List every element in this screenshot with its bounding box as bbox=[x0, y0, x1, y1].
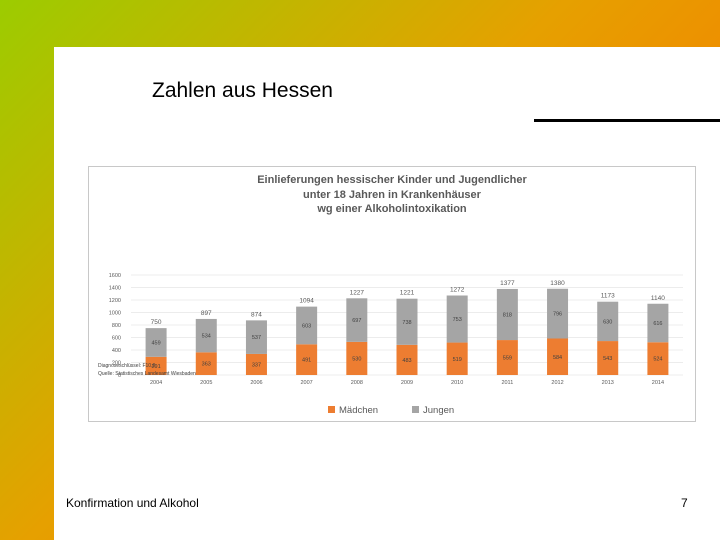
y-tick-label-1600: 1600 bbox=[109, 273, 121, 279]
bar-maedchen-2005 bbox=[195, 352, 217, 375]
legend-label-jungen: Jungen bbox=[423, 405, 454, 416]
bar-jungen-2005 bbox=[195, 318, 217, 353]
bar-jungen-2009 bbox=[396, 298, 418, 345]
total-label-2014: 1140 bbox=[651, 295, 665, 302]
chart-note-1: Diagnoseschlüssel: F10.0 bbox=[98, 363, 155, 369]
chart-title-line-1: Einlieferungen hessischer Kinder und Jug… bbox=[257, 174, 527, 186]
y-tick-label-600: 600 bbox=[112, 336, 121, 342]
data-label-maedchen-2004: 291 bbox=[151, 364, 160, 370]
chart-title-line-3: wg einer Alkoholintoxikation bbox=[316, 203, 467, 215]
x-tick-label-2005: 2005 bbox=[200, 380, 212, 386]
bar-jungen-2004 bbox=[145, 328, 167, 357]
y-tick-label-0: 0 bbox=[118, 373, 121, 379]
data-label-jungen-2011: 818 bbox=[503, 313, 512, 319]
data-label-maedchen-2014: 524 bbox=[653, 357, 662, 363]
stacked-bar-chart: Einlieferungen hessischer Kinder und Jug… bbox=[98, 174, 683, 416]
y-axis: 0 200 400 600 800 1000 1200 1400 1600 bbox=[109, 273, 121, 379]
x-tick-label-2014: 2014 bbox=[652, 380, 664, 386]
y-tick-label-1200: 1200 bbox=[109, 298, 121, 304]
y-tick-label-400: 400 bbox=[112, 348, 121, 354]
bar-maedchen-2010 bbox=[446, 342, 468, 375]
slide-title: Zahlen aus Hessen bbox=[152, 79, 333, 102]
x-tick-label-2013: 2013 bbox=[602, 380, 614, 386]
bar-jungen-2012 bbox=[547, 288, 569, 339]
x-tick-label-2004: 2004 bbox=[150, 380, 162, 386]
bar-jungen-2014 bbox=[647, 303, 669, 343]
slide: Zahlen aus Hessen Einlieferungen hessisc… bbox=[54, 47, 720, 540]
total-label-2006: 874 bbox=[251, 311, 262, 318]
y-tick-label-1000: 1000 bbox=[109, 311, 121, 317]
bar-maedchen-2008 bbox=[346, 341, 368, 375]
chart-title: Einlieferungen hessischer Kinder und Jug… bbox=[257, 174, 527, 215]
x-tick-label-2011: 2011 bbox=[501, 380, 513, 386]
chart-bars: 291 459 750 363 534 897 337 537 874 491 603 1094 530… bbox=[145, 280, 669, 375]
y-tick-label-800: 800 bbox=[112, 323, 121, 329]
total-label-2005: 897 bbox=[201, 310, 212, 317]
bar-maedchen-2013 bbox=[597, 341, 619, 375]
bar-maedchen-2004 bbox=[145, 356, 167, 375]
data-label-maedchen-2011: 559 bbox=[503, 356, 512, 362]
bar-maedchen-2012 bbox=[547, 338, 569, 375]
total-label-2010: 1272 bbox=[450, 287, 465, 294]
data-label-maedchen-2005: 363 bbox=[202, 362, 211, 368]
data-label-maedchen-2010: 519 bbox=[453, 357, 462, 363]
chart-notes: Diagnoseschlüssel: F10.0 Quelle: Statisti… bbox=[98, 363, 196, 377]
data-label-jungen-2010: 753 bbox=[453, 317, 462, 323]
data-label-jungen-2005: 534 bbox=[202, 334, 211, 340]
bar-maedchen-2009 bbox=[396, 344, 418, 375]
bar-maedchen-2007 bbox=[296, 344, 318, 375]
bar-maedchen-2011 bbox=[496, 340, 518, 375]
chart-legend: Mädchen Jungen bbox=[328, 405, 454, 416]
data-label-jungen-2008: 697 bbox=[352, 318, 361, 324]
total-label-2008: 1227 bbox=[350, 289, 365, 296]
y-tick-label-200: 200 bbox=[112, 361, 121, 367]
x-tick-label-2012: 2012 bbox=[551, 380, 563, 386]
x-axis: 2004 2005 2006 2007 2008 2009 2010 2011 2012 2013… bbox=[150, 380, 664, 386]
chart-note-2: Quelle: Statistisches Landesamt Wiesbade… bbox=[98, 371, 196, 377]
x-tick-label-2009: 2009 bbox=[401, 380, 413, 386]
chart-container: Einlieferungen hessischer Kinder und Jug… bbox=[88, 166, 696, 422]
chart-title-line-2: unter 18 Jahren in Krankenhäuser bbox=[303, 189, 482, 201]
legend-swatch-maedchen bbox=[328, 406, 335, 413]
title-underline bbox=[534, 119, 720, 122]
data-label-maedchen-2006: 337 bbox=[252, 362, 261, 368]
data-label-maedchen-2012: 584 bbox=[553, 355, 562, 361]
bar-jungen-2013 bbox=[597, 301, 619, 342]
total-label-2004: 750 bbox=[151, 319, 162, 326]
total-label-2011: 1377 bbox=[500, 280, 515, 287]
x-tick-label-2007: 2007 bbox=[301, 380, 313, 386]
data-label-maedchen-2008: 530 bbox=[352, 356, 361, 362]
x-tick-label-2008: 2008 bbox=[351, 380, 363, 386]
bar-jungen-2008 bbox=[346, 298, 368, 342]
legend-label-maedchen: Mädchen bbox=[339, 405, 378, 416]
bar-maedchen-2014 bbox=[647, 342, 669, 375]
total-label-2013: 1173 bbox=[601, 293, 615, 300]
y-tick-label-1400: 1400 bbox=[109, 286, 121, 292]
data-label-jungen-2014: 616 bbox=[653, 321, 662, 327]
data-label-maedchen-2013: 543 bbox=[603, 356, 612, 362]
data-label-jungen-2007: 603 bbox=[302, 323, 311, 329]
x-tick-label-2010: 2010 bbox=[451, 380, 463, 386]
data-label-jungen-2009: 738 bbox=[402, 320, 411, 326]
total-label-2009: 1221 bbox=[400, 290, 415, 297]
total-label-2007: 1094 bbox=[299, 298, 314, 305]
bar-maedchen-2006 bbox=[245, 353, 267, 375]
legend-swatch-jungen bbox=[412, 406, 419, 413]
data-label-jungen-2006: 537 bbox=[252, 335, 261, 341]
slide-footer: Konfirmation und Alkohol bbox=[66, 496, 199, 510]
bar-jungen-2006 bbox=[245, 320, 267, 354]
total-label-2012: 1380 bbox=[550, 280, 565, 287]
data-label-maedchen-2009: 483 bbox=[402, 358, 411, 364]
data-label-maedchen-2007: 491 bbox=[302, 358, 311, 364]
page-number: 7 bbox=[681, 496, 688, 510]
data-label-jungen-2012: 796 bbox=[553, 312, 562, 318]
x-tick-label-2006: 2006 bbox=[250, 380, 262, 386]
data-label-jungen-2013: 630 bbox=[603, 319, 612, 325]
bar-jungen-2010 bbox=[446, 295, 468, 343]
data-label-jungen-2004: 459 bbox=[151, 340, 160, 346]
bar-jungen-2011 bbox=[496, 288, 518, 341]
bar-jungen-2007 bbox=[296, 306, 318, 345]
